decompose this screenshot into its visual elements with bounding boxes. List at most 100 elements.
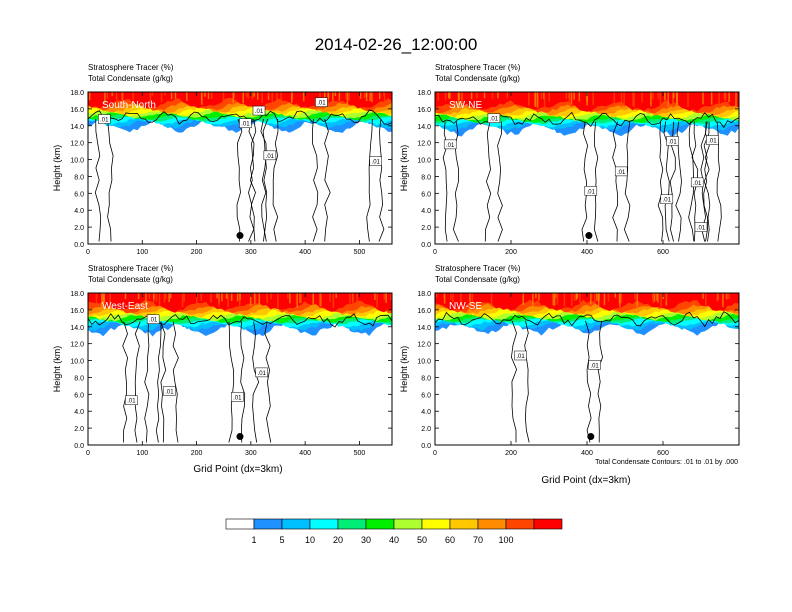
tracer-streak (299, 293, 301, 304)
y-tick-label: 6.0 (74, 191, 84, 198)
tracer-streak (270, 293, 272, 300)
colorbar-label: 20 (333, 535, 343, 545)
tracer-streak (349, 293, 351, 307)
svg-text:.01: .01 (372, 160, 381, 166)
tracer-field (88, 293, 392, 445)
tracer-streak (169, 293, 172, 299)
tracer-streak (95, 293, 98, 306)
tracer-streak (470, 92, 473, 99)
contour-label: .01 (163, 386, 176, 396)
tracer-streak (586, 92, 588, 106)
panel-header-condensate: Total Condensate (g/kg) (435, 275, 520, 284)
colorbar-swatch (477, 518, 507, 530)
tracer-streak (590, 293, 593, 299)
tracer-streak (277, 293, 279, 308)
tracer-streak (183, 293, 185, 302)
tracer-streak (300, 293, 302, 303)
tracer-streak (239, 293, 241, 300)
tracer-streak (383, 92, 386, 104)
tracer-streak (437, 92, 440, 101)
x-tick-label: 400 (299, 450, 311, 457)
tracer-streak (280, 92, 282, 102)
contour-label: .01 (706, 135, 719, 145)
panel-title: SW-NE (449, 100, 482, 111)
tracer-streak (221, 293, 223, 302)
panels: Stratosphere Tracer (%) Total Condensate … (52, 63, 740, 457)
tracer-streak (450, 293, 452, 300)
tracer-streak (249, 293, 252, 307)
y-tick-label: 8.0 (74, 174, 84, 181)
y-tick-label: 16.0 (417, 308, 431, 315)
contour-line (240, 321, 246, 443)
tracer-streak (735, 92, 737, 107)
tracer-streak (312, 293, 314, 306)
y-axis-label: Height (km) (52, 346, 62, 393)
x-axis-label: Grid Point (dx=3km) (541, 475, 630, 486)
tracer-streak (575, 293, 578, 300)
tracer-streak (338, 92, 341, 101)
tracer-streak (251, 92, 254, 99)
tracer-streak (247, 92, 249, 99)
contour-line (497, 121, 503, 242)
contour-line (160, 321, 167, 443)
panel-header-condensate: Total Condensate (g/kg) (88, 74, 173, 83)
tracer-streak (444, 92, 447, 101)
tracer-streak (548, 92, 550, 102)
tracer-streak (204, 92, 206, 97)
x-tick-label: 500 (354, 249, 366, 256)
x-tick-label: 400 (299, 249, 311, 256)
tracer-streak (267, 92, 270, 100)
colorbar-swatch (421, 518, 451, 530)
contour-label: .01 (487, 113, 501, 123)
tracer-streak (592, 92, 594, 106)
tracer-streak (256, 92, 259, 100)
y-tick-label: 10.0 (70, 359, 84, 366)
tracer-streak (596, 293, 598, 301)
tracer-streak (201, 92, 203, 105)
tracer-streak (290, 92, 293, 104)
tracer-streak (522, 293, 524, 305)
tracer-streak (115, 92, 118, 104)
tracer-streak (155, 293, 158, 302)
colorbar-label: 1 (251, 535, 256, 545)
contour-label: .01 (584, 186, 598, 196)
condensate-contours (88, 109, 392, 242)
y-tick-label: 18.0 (417, 90, 431, 97)
x-tick-label: 500 (354, 450, 366, 457)
tracer-streak (657, 293, 660, 304)
tracer-streak (181, 293, 184, 308)
tracer-streak (104, 92, 106, 104)
tracer-streak (383, 293, 386, 300)
tracer-streak (289, 293, 291, 304)
colorbar-label: 30 (361, 535, 371, 545)
tracer-streak (726, 293, 728, 300)
colorbar-swatch (393, 518, 423, 530)
contour-line (248, 118, 255, 242)
colorbar-label: 10 (305, 535, 315, 545)
svg-text:.01: .01 (317, 101, 326, 107)
svg-text:.01: .01 (165, 389, 174, 395)
tracer-streak (597, 293, 600, 307)
tracer-streak (346, 92, 349, 106)
colorbar-swatch (309, 518, 339, 530)
tracer-streak (672, 92, 674, 108)
tracer-streak (538, 293, 540, 301)
svg-text:.01: .01 (693, 181, 702, 187)
colorbar: 1 5 10 20 30 40 50 60 70 100 (225, 518, 563, 545)
tracer-streak (704, 293, 707, 306)
tracer-streak (327, 92, 330, 99)
contour-label: .01 (694, 222, 708, 232)
x-tick-label: 0 (86, 450, 90, 457)
tracer-streak (242, 92, 245, 104)
y-tick-label: 10.0 (70, 158, 84, 165)
tracer-streak (164, 92, 166, 96)
tracer-streak (594, 293, 596, 304)
tracer-streak (536, 92, 539, 108)
tracer-streak (124, 293, 127, 300)
contour-line (324, 118, 331, 242)
contour-line (510, 320, 518, 443)
y-tick-label: 0.0 (421, 443, 431, 450)
tracer-streak (160, 92, 163, 103)
location-marker (236, 232, 244, 240)
tracer-streak (728, 92, 730, 103)
